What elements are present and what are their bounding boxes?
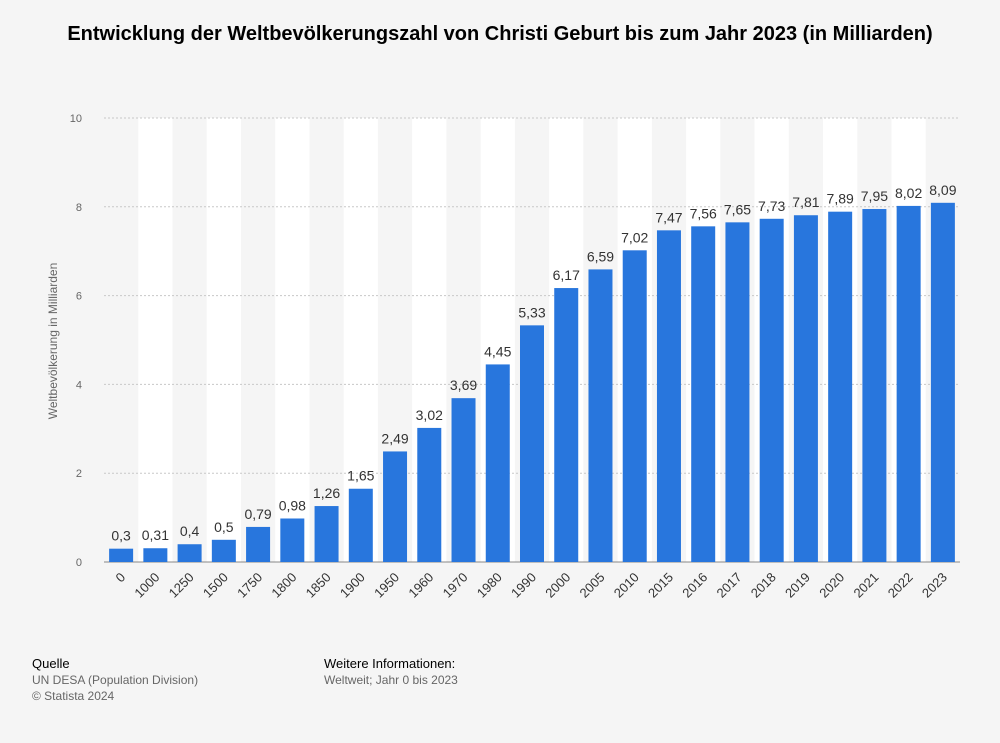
data-label: 7,81 — [792, 194, 819, 210]
x-tick-label: 1980 — [474, 570, 505, 601]
data-label: 7,47 — [655, 209, 682, 225]
data-label: 3,69 — [450, 377, 477, 393]
y-tick-label: 8 — [76, 202, 82, 214]
column-band — [343, 118, 378, 562]
x-tick-label: 2005 — [577, 570, 608, 601]
data-label: 7,73 — [758, 198, 785, 214]
x-tick-label: 2015 — [645, 570, 676, 601]
x-tick-label: 2021 — [850, 570, 881, 601]
x-tick-label: 1800 — [268, 570, 299, 601]
x-tick-label: 2020 — [816, 570, 847, 601]
bar — [211, 539, 236, 562]
bar — [828, 211, 853, 562]
chart-title: Entwicklung der Weltbevölkerungszahl von… — [67, 23, 933, 45]
bar — [725, 222, 750, 562]
bar — [177, 544, 202, 562]
y-tick-label: 6 — [76, 291, 82, 303]
data-label: 5,33 — [518, 304, 545, 320]
bar — [896, 205, 921, 563]
data-label: 0,98 — [279, 497, 306, 513]
x-tick-label: 2016 — [679, 570, 710, 601]
bar — [656, 230, 681, 562]
info-block: Weitere Informationen: Weltweit; Jahr 0 … — [324, 656, 458, 688]
data-label: 7,65 — [724, 201, 751, 217]
y-tick-label: 4 — [76, 379, 82, 391]
x-tick-label: 2017 — [714, 570, 745, 601]
bar — [622, 250, 647, 562]
x-tick-label: 2023 — [919, 570, 950, 601]
x-tick-label: 2022 — [885, 570, 916, 601]
info-heading: Weitere Informationen: — [324, 656, 456, 671]
bar — [691, 226, 716, 562]
data-label: 1,65 — [347, 468, 374, 484]
data-label: 6,59 — [587, 248, 614, 264]
info-text: Weltweit; Jahr 0 bis 2023 — [324, 673, 458, 687]
data-label: 7,89 — [827, 191, 854, 207]
data-label: 0,79 — [244, 506, 271, 522]
bar — [793, 215, 818, 562]
bar — [109, 548, 134, 562]
x-tick-label: 1850 — [303, 570, 334, 601]
x-tick-label: 1990 — [508, 570, 539, 601]
bar — [280, 518, 305, 562]
bar — [588, 269, 613, 562]
data-label: 1,26 — [313, 485, 340, 501]
copyright-text: © Statista 2024 — [32, 689, 115, 703]
data-label: 8,09 — [929, 182, 956, 198]
data-label: 6,17 — [553, 267, 580, 283]
bar — [246, 526, 271, 562]
x-tick-label: 1960 — [405, 570, 436, 601]
bar — [930, 202, 955, 562]
y-tick-label: 2 — [76, 468, 82, 480]
x-tick-label: 1250 — [166, 570, 197, 601]
bar — [143, 548, 168, 562]
x-tick-label: 2010 — [611, 570, 642, 601]
source-text: UN DESA (Population Division) — [32, 673, 199, 687]
bar — [417, 427, 442, 562]
data-label: 3,02 — [416, 407, 443, 423]
data-label: 0,5 — [214, 519, 234, 535]
x-tick-label: 2018 — [748, 570, 779, 601]
data-label: 4,45 — [484, 343, 511, 359]
x-tick-label: 1900 — [337, 570, 368, 601]
x-tick-label: 2019 — [782, 570, 813, 601]
bar — [759, 218, 784, 562]
x-tick-label: 2000 — [542, 570, 573, 601]
data-label: 0,4 — [180, 523, 200, 539]
bar — [520, 325, 544, 562]
column-band — [275, 118, 310, 562]
y-tick-label: 10 — [70, 113, 82, 125]
data-label: 8,02 — [895, 185, 922, 201]
data-label: 2,49 — [381, 430, 408, 446]
bar — [314, 506, 339, 562]
data-label: 0,31 — [142, 527, 169, 543]
data-label: 7,02 — [621, 229, 648, 245]
bar — [451, 398, 476, 562]
bar — [485, 364, 510, 562]
column-band — [138, 118, 173, 562]
x-tick-label: 1500 — [200, 570, 231, 601]
x-tick-label: 1000 — [131, 570, 162, 601]
x-tick-label: 1950 — [371, 570, 402, 601]
data-label: 7,95 — [861, 188, 888, 204]
bar — [383, 451, 408, 562]
y-axis-label: Weltbevölkerung in Milliarden — [46, 263, 60, 420]
x-tick-label: 1750 — [234, 570, 265, 601]
data-label: 7,56 — [690, 205, 717, 221]
source-heading: Quelle — [32, 656, 70, 671]
column-band — [206, 118, 241, 562]
y-tick-label: 0 — [76, 557, 82, 569]
bar — [862, 209, 887, 562]
bar — [348, 488, 373, 562]
bar — [554, 288, 579, 562]
x-tick-label: 1970 — [440, 570, 471, 601]
data-label: 0,3 — [111, 528, 131, 544]
x-tick-label: 0 — [113, 570, 129, 586]
source-block: Quelle UN DESA (Population Division) © S… — [32, 656, 198, 704]
